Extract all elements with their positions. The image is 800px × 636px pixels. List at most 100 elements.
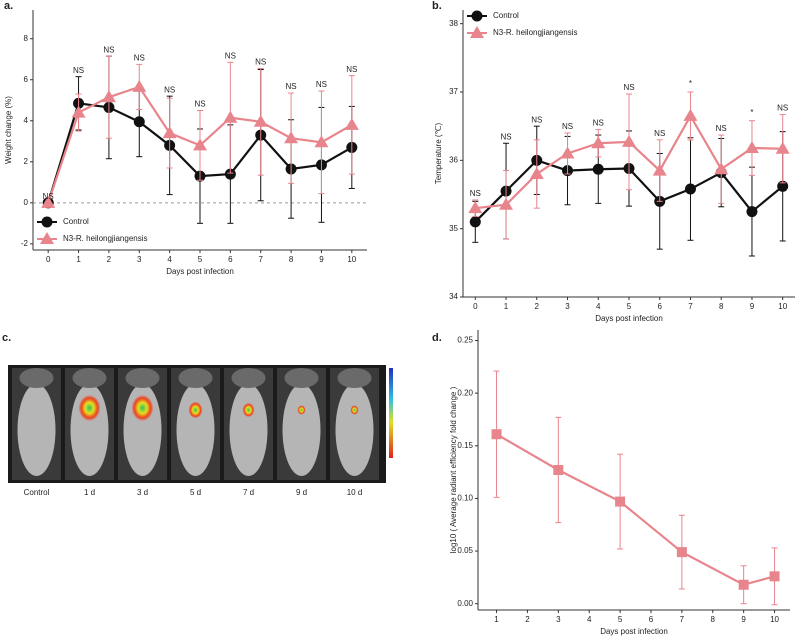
y-tick-label: 0 xyxy=(24,198,29,207)
marker xyxy=(41,195,56,208)
y-tick-label: 0.15 xyxy=(457,441,473,450)
legend-marker xyxy=(471,10,483,22)
x-tick-label: 7 xyxy=(688,302,693,311)
annotation: NS xyxy=(194,100,205,109)
x-tick-label: 2 xyxy=(107,255,112,264)
annotation: NS xyxy=(286,82,297,91)
x-tick-label: 5 xyxy=(198,255,203,264)
mouse-head xyxy=(337,368,372,388)
x-tick-label: 10 xyxy=(347,255,356,264)
panel-label: b. xyxy=(432,0,442,12)
y-tick-label: 38 xyxy=(449,19,458,28)
x-tick-label: 9 xyxy=(319,255,324,264)
mouse-head xyxy=(284,368,319,388)
x-tick-label: 3 xyxy=(565,302,570,311)
annotation: NS xyxy=(225,51,236,60)
x-axis-title: Days post infection xyxy=(166,267,234,276)
marker xyxy=(553,465,564,475)
x-tick-label: 2 xyxy=(535,302,540,311)
signal xyxy=(297,405,306,415)
marker xyxy=(652,163,667,176)
x-tick-label: 6 xyxy=(658,302,663,311)
mouse-head xyxy=(178,368,213,388)
x-tick-label: 1 xyxy=(504,302,509,311)
y-tick-label: 6 xyxy=(24,75,29,84)
panel-label: c. xyxy=(2,332,11,344)
panel-label: d. xyxy=(432,332,442,344)
annotation: NS xyxy=(562,122,573,131)
legend-label: N3-R. heilongjiangensis xyxy=(493,28,578,37)
x-tick-label: 9 xyxy=(741,615,746,624)
annotation: NS xyxy=(531,115,542,124)
mouse-body xyxy=(17,384,56,476)
mouse-label: 5 d xyxy=(190,488,201,497)
marker xyxy=(71,105,86,118)
y-tick-label: 0.10 xyxy=(457,494,473,503)
mouse-head xyxy=(231,368,266,388)
x-tick-label: 5 xyxy=(627,302,632,311)
legend-marker xyxy=(41,216,53,228)
x-tick-label: 7 xyxy=(259,255,264,264)
legend-label: Control xyxy=(493,11,519,20)
y-tick-label: 2 xyxy=(24,157,29,166)
annotation: NS xyxy=(103,45,114,54)
marker xyxy=(529,167,544,179)
marker xyxy=(491,429,502,440)
mouse-head xyxy=(125,368,160,388)
y-tick-label: 0.05 xyxy=(457,546,473,555)
series-line xyxy=(495,433,775,586)
signal xyxy=(242,402,255,418)
x-tick-label: 9 xyxy=(750,302,755,311)
mouse-label: 10 d xyxy=(347,488,363,497)
x-tick-label: 3 xyxy=(137,255,142,264)
annotation: * xyxy=(750,108,753,117)
annotation: NS xyxy=(255,58,266,67)
marker xyxy=(253,114,268,127)
annotation: NS xyxy=(623,83,634,92)
x-tick-label: 4 xyxy=(596,302,601,311)
x-axis-title: Days post infection xyxy=(595,314,663,323)
y-tick-label: 37 xyxy=(449,87,458,96)
x-tick-label: 7 xyxy=(680,615,685,624)
annotation: NS xyxy=(500,132,511,141)
marker xyxy=(499,197,514,210)
y-axis-title: Weight change (%) xyxy=(4,96,13,164)
mouse-body xyxy=(176,384,215,476)
marker xyxy=(676,547,687,558)
y-tick-label: 4 xyxy=(24,116,29,125)
marker xyxy=(344,117,359,130)
y-tick-label: -2 xyxy=(21,239,29,248)
marker xyxy=(714,162,729,175)
marker xyxy=(133,116,145,128)
y-tick-label: 0.20 xyxy=(457,388,473,397)
y-axis-title: Temperature (℃) xyxy=(434,122,443,184)
x-tick-label: 6 xyxy=(228,255,233,264)
signal xyxy=(350,405,359,415)
x-tick-label: 8 xyxy=(711,615,716,624)
signal xyxy=(131,394,154,422)
mouse-label: 9 d xyxy=(296,488,307,497)
marker xyxy=(284,131,299,144)
x-tick-label: 1 xyxy=(494,615,499,624)
signal xyxy=(188,401,203,419)
marker xyxy=(592,163,604,175)
mouse-panel xyxy=(8,365,393,483)
x-tick-label: 0 xyxy=(473,302,478,311)
marker xyxy=(591,136,606,149)
annotation: NS xyxy=(470,189,481,198)
annotation: NS xyxy=(316,80,327,89)
panel-label: a. xyxy=(4,0,13,12)
x-tick-label: 6 xyxy=(649,615,654,624)
legend-marker xyxy=(40,232,54,244)
mouse-label: Control xyxy=(24,488,50,497)
marker xyxy=(468,201,483,214)
mouse-body xyxy=(229,384,268,476)
marker xyxy=(223,110,238,123)
y-tick-label: 0.25 xyxy=(457,336,473,345)
mouse-body xyxy=(282,384,321,476)
x-tick-label: 10 xyxy=(770,615,779,624)
marker xyxy=(101,90,116,103)
annotation: NS xyxy=(164,85,175,94)
x-tick-label: 3 xyxy=(556,615,561,624)
